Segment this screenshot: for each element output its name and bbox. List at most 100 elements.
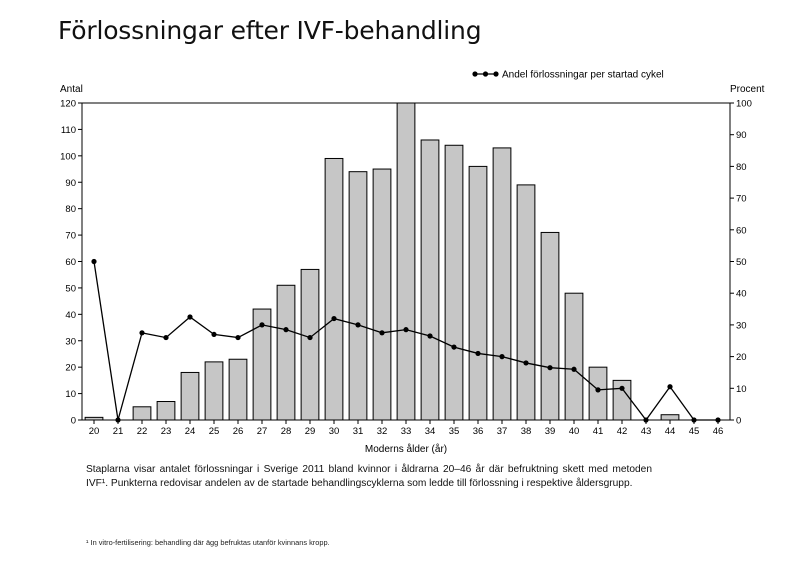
right-tick-label: 90 [736,130,747,141]
bar-series [84,102,680,421]
bar [228,358,248,421]
left-axis-label: Antal [60,84,83,95]
right-axis-label: Procent [730,84,765,95]
left-tick-label: 10 [65,389,76,400]
right-tick-label: 20 [736,352,747,363]
x-tick-label: 46 [713,426,724,437]
x-tick-label: 27 [257,426,268,437]
percent-point [283,327,289,333]
percent-point [307,334,313,341]
bar [564,292,584,421]
left-tick-label: 90 [65,178,76,189]
legend: Andel förlossningar per startad cykel [472,70,664,81]
bar [324,157,344,421]
percent-point [667,384,673,390]
left-tick-label: 100 [60,151,76,162]
right-axis: 0 10 20 30 40 50 60 70 80 90 100 [730,99,752,427]
x-tick-label: 37 [497,426,508,437]
percent-point [571,366,577,372]
x-tick-label: 25 [209,426,220,437]
x-tick-label: 42 [617,426,628,437]
bar [516,184,536,421]
left-tick-label: 110 [61,125,76,136]
left-axis: 0 10 20 30 40 50 60 70 80 90 100 110 120 [60,99,82,427]
right-tick-label: 100 [736,99,752,110]
line-series [91,258,721,423]
x-axis-title: Moderns ålder (år) [365,443,447,455]
left-tick-label: 80 [65,204,76,215]
percent-point [403,327,409,333]
bar [300,268,320,421]
bar [588,366,608,421]
x-tick-label: 41 [593,426,604,437]
x-tick-label: 35 [449,426,460,437]
left-tick-label: 60 [65,257,76,268]
bar [156,401,176,421]
x-tick-label: 21 [113,426,124,437]
bar [540,231,560,421]
legend-dot [472,71,478,77]
right-tick-label: 0 [736,416,741,427]
x-tick-label: 29 [305,426,316,437]
chart-title: Förlossningar efter IVF-behandling [58,16,482,45]
right-tick-label: 60 [736,225,747,236]
x-tick-label: 33 [401,426,412,437]
percent-point [523,360,529,366]
bar [132,406,152,421]
x-tick-label: 36 [473,426,484,437]
bar [468,165,488,421]
bar [348,171,368,421]
bar [204,361,224,421]
percent-point [211,331,217,338]
left-tick-label: 70 [65,231,76,242]
bar [492,147,512,421]
left-tick-label: 0 [71,416,76,427]
left-tick-label: 40 [65,310,76,321]
x-tick-label: 31 [353,426,364,437]
percent-point [331,315,337,322]
bar [276,284,296,421]
bar [444,144,464,421]
percent-point [139,330,145,336]
percent-point [451,344,457,350]
right-tick-label: 80 [736,162,747,173]
right-tick-label: 50 [736,257,747,268]
x-axis: 20 21 22 23 24 25 26 27 28 29 30 31 32 33 34 35 36 37 38 39… [89,420,724,437]
x-tick-label: 28 [281,426,292,437]
bar [420,139,440,421]
x-tick-label: 24 [185,426,196,437]
left-tick-label: 30 [65,336,76,347]
legend-dot [493,71,499,77]
x-tick-label: 26 [233,426,244,437]
percent-point [427,333,433,339]
x-tick-label: 40 [569,426,580,437]
chart-caption: Staplarna visar antalet förlossningar i … [86,464,652,489]
percent-point [379,330,385,336]
percent-point [619,385,625,391]
left-tick-label: 50 [65,283,76,294]
x-tick-label: 22 [137,426,148,437]
legend-label: Andel förlossningar per startad cykel [502,70,664,81]
footnote: ¹ In vitro-fertilisering: behandling där… [86,538,330,547]
percent-point [355,322,361,328]
x-tick-label: 43 [641,426,652,437]
legend-dot [482,71,489,77]
x-tick-label: 44 [665,426,676,437]
right-tick-label: 40 [736,289,747,300]
x-tick-label: 39 [545,426,556,437]
x-tick-label: 38 [521,426,532,437]
percent-point [259,322,265,328]
x-tick-label: 34 [425,426,436,437]
x-tick-label: 45 [689,426,700,437]
left-tick-label: 20 [65,363,76,374]
percent-point [595,387,601,393]
bar [180,371,200,421]
bar [372,168,392,421]
percent-point [163,334,169,341]
right-tick-label: 10 [736,384,747,395]
bar [660,414,680,421]
percent-point [499,354,505,360]
right-tick-label: 70 [736,194,747,205]
x-tick-label: 30 [329,426,340,437]
